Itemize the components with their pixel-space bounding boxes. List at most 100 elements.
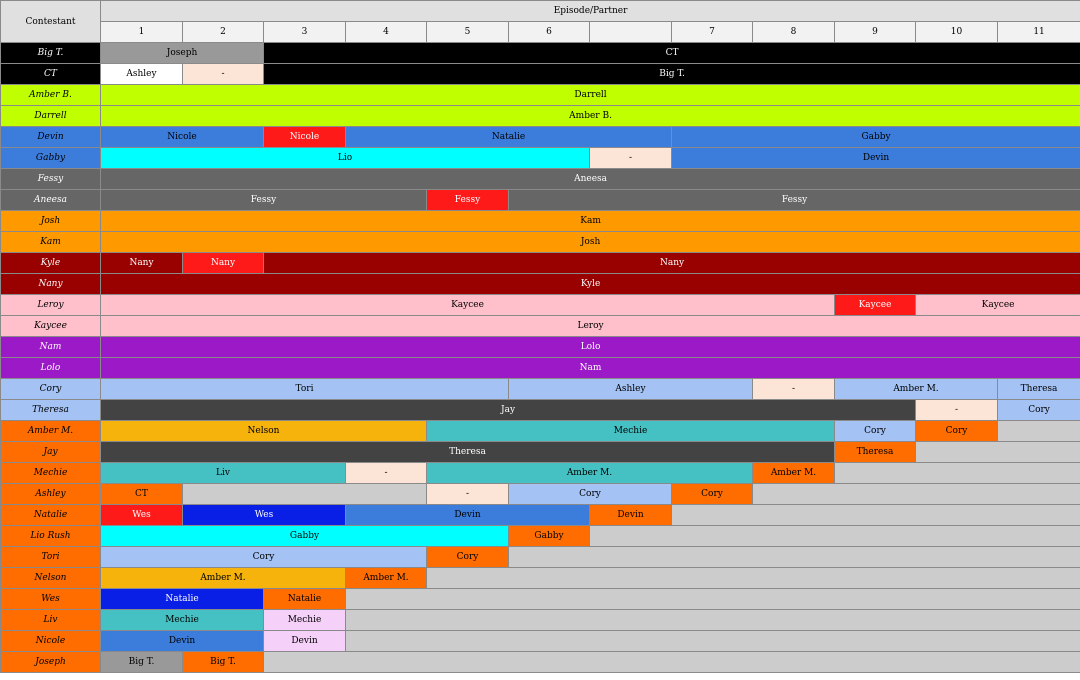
- partner-cell: Josh: [99, 231, 1080, 253]
- partner-cell: Lio: [100, 147, 590, 169]
- contestant-name-cell: Darrell: [0, 105, 101, 127]
- partner-cell: Kaycee: [100, 294, 835, 316]
- contestant-name-cell: CT: [0, 63, 101, 85]
- header-row: Contestant Episode/Partner: [0, 0, 1080, 43]
- contestant-name-cell: Jay: [0, 441, 101, 463]
- partner-cell: -: [345, 462, 427, 484]
- episode-number-cell: 5: [426, 21, 509, 43]
- table-row: Nelson Amber M. Amber M.: [0, 567, 1080, 589]
- partner-cell: Devin: [589, 504, 672, 526]
- partner-cell: Nany: [182, 252, 264, 274]
- contestant-name-cell: Fessy: [0, 168, 101, 190]
- partner-cell: CT: [100, 483, 183, 505]
- table-row: Amber M. Nelson Mechie Cory Cory: [0, 420, 1080, 442]
- table-row: Tori Cory Cory: [0, 546, 1080, 568]
- partner-cell: Tori: [100, 378, 509, 400]
- partner-cell: Big T.: [100, 651, 183, 673]
- table-row: Liv Mechie Mechie: [0, 609, 1080, 631]
- partner-cell: Fessy: [426, 189, 509, 211]
- partner-cell: Kaycee: [914, 294, 1080, 316]
- contestant-name-cell: Wes: [0, 588, 101, 610]
- partner-cell: Amber M.: [752, 462, 835, 484]
- partner-cell: Kaycee: [834, 294, 916, 316]
- partner-cell: [425, 567, 1080, 589]
- partner-cell: Ashley: [508, 378, 753, 400]
- partner-cell: Big T.: [262, 63, 1080, 85]
- episode-number-cell: 3: [263, 21, 346, 43]
- table-row: Lolo Nam: [0, 357, 1080, 379]
- table-row: Mechie Liv - Amber M. Amber M.: [0, 462, 1080, 484]
- contestant-name-cell: Lolo: [0, 357, 101, 379]
- partner-cell: Amber B.: [99, 105, 1080, 127]
- partner-cell: [344, 609, 1080, 631]
- contestant-name-cell: Tori: [0, 546, 101, 568]
- contestant-name-cell: Josh: [0, 210, 101, 232]
- partner-cell: Nicole: [100, 126, 264, 148]
- episode-number-cell: 7: [671, 21, 753, 43]
- contestant-name-cell: Ashley: [0, 483, 101, 505]
- partner-cell: Theresa: [996, 378, 1080, 400]
- contestant-name-cell: Kaycee: [0, 315, 101, 337]
- partner-cell: Nicole: [263, 126, 346, 148]
- partner-cell: Cory: [100, 546, 427, 568]
- partner-cell: Cory: [915, 420, 998, 442]
- partner-cell: Natalie: [100, 588, 264, 610]
- partner-cell: Devin: [263, 630, 346, 652]
- table-body: Big T. Joseph CT CT Ashley - Big T. Amber B. Dar…: [0, 42, 1080, 673]
- partner-cell: Nam: [99, 357, 1080, 379]
- partner-cell: Nany: [262, 252, 1080, 274]
- episode-number-cell: [589, 21, 672, 43]
- partner-cell: Wes: [100, 504, 183, 526]
- table-row: Cory Tori Ashley - Amber M. Theresa: [0, 378, 1080, 400]
- table-row: Nany Kyle: [0, 273, 1080, 295]
- partner-cell: -: [752, 378, 835, 400]
- partner-cell: [670, 504, 1080, 526]
- partner-cell: Mechie: [263, 609, 346, 631]
- contestant-name-cell: Natalie: [0, 504, 101, 526]
- partner-cell: Natalie: [263, 588, 346, 610]
- partner-cell: Fessy: [100, 189, 427, 211]
- partner-cell: Devin: [345, 504, 590, 526]
- partner-cell: -: [589, 147, 672, 169]
- contestant-name-cell: Joseph: [0, 651, 101, 673]
- table-row: Kam Josh: [0, 231, 1080, 253]
- partner-cell: -: [182, 63, 264, 85]
- partner-cell: Theresa: [100, 441, 835, 463]
- partner-cell: Big T.: [182, 651, 264, 673]
- partner-cell: Natalie: [345, 126, 672, 148]
- partner-cell: [262, 651, 1080, 673]
- episode-number-row: 1 2 3 4 5 6 7 8 9 10 11: [1, 21, 1080, 43]
- table-row: Lio Rush Gabby Gabby: [0, 525, 1080, 547]
- partner-cell: [996, 420, 1080, 442]
- partner-cell: Devin: [100, 630, 264, 652]
- partner-cell: [588, 525, 1080, 547]
- episode-number-cell: 6: [508, 21, 590, 43]
- contestant-header: Contestant: [0, 0, 101, 43]
- partner-cell: -: [915, 399, 998, 421]
- table-row: Natalie Wes Wes Devin Devin: [0, 504, 1080, 526]
- contestant-name-cell: Gabby: [0, 147, 101, 169]
- partner-cell: Liv: [100, 462, 346, 484]
- table-row: Joseph Big T. Big T.: [0, 651, 1080, 673]
- table-row: Big T. Joseph CT: [0, 42, 1080, 64]
- contestant-name-cell: Aneesa: [0, 189, 101, 211]
- partner-cell: Wes: [182, 504, 346, 526]
- partner-cell: Jay: [100, 399, 916, 421]
- partner-cell: Gabby: [670, 126, 1080, 148]
- contestant-name-cell: Theresa: [0, 399, 101, 421]
- partner-cell: Amber M.: [345, 567, 427, 589]
- contestant-name-cell: Amber B.: [0, 84, 101, 106]
- contestant-name-cell: Kam: [0, 231, 101, 253]
- partner-cell: Nelson: [100, 420, 427, 442]
- table-row: Fessy Aneesa: [0, 168, 1080, 190]
- table-row: CT Ashley - Big T.: [0, 63, 1080, 85]
- partner-cell: Mechie: [100, 609, 264, 631]
- table-row: Nam Lolo: [0, 336, 1080, 358]
- table-row: Aneesa Fessy Fessy Fessy: [0, 189, 1080, 211]
- contestant-name-cell: Nam: [0, 336, 101, 358]
- partner-cell: Kam: [99, 210, 1080, 232]
- partner-cell: Gabby: [100, 525, 509, 547]
- partner-cell: CT: [262, 42, 1080, 64]
- partner-cell: Joseph: [100, 42, 264, 64]
